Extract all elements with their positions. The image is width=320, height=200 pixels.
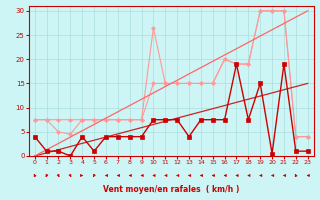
X-axis label: Vent moyen/en rafales  ( km/h ): Vent moyen/en rafales ( km/h )	[103, 185, 239, 194]
